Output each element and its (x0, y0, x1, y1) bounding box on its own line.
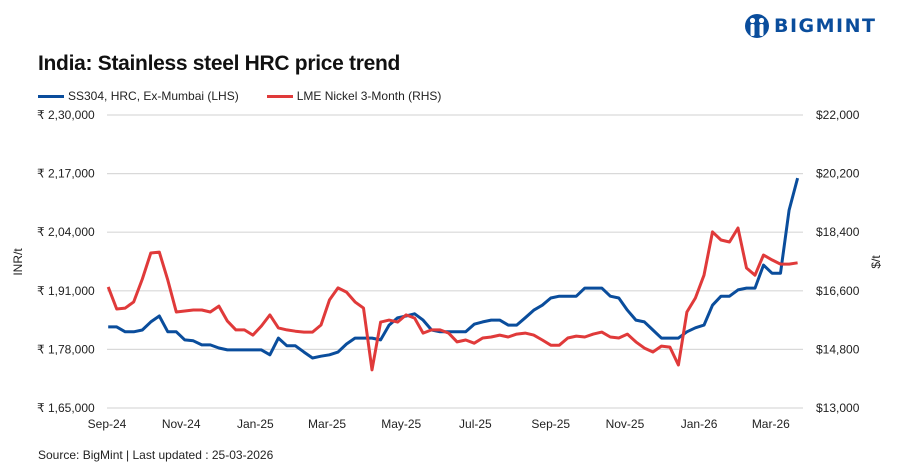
x-tick-label: Mar-26 (752, 417, 790, 431)
legend-label-lme-nickel: LME Nickel 3-Month (RHS) (296, 89, 442, 103)
y-tick-left: ₹ 1,78,000 (37, 342, 95, 356)
y-tick-right: $16,600 (816, 284, 860, 298)
legend-item-lme-nickel: LME Nickel 3-Month (RHS) (266, 89, 442, 103)
y-tick-right: $18,400 (816, 225, 860, 239)
x-tick-label: Jul-25 (459, 417, 492, 431)
y-tick-right: $14,800 (816, 342, 860, 356)
y-tick-left: ₹ 1,91,000 (37, 284, 95, 298)
x-tick-label: Nov-24 (162, 417, 201, 431)
x-tick-label: Sep-25 (531, 417, 570, 431)
y-tick-left: ₹ 2,30,000 (37, 108, 95, 122)
chart-title: India: Stainless steel HRC price trend (38, 52, 401, 75)
y-tick-right: $13,000 (816, 401, 860, 415)
legend: SS304, HRC, Ex-Mumbai (LHS) LME Nickel 3… (38, 89, 441, 103)
legend-swatch-ss304 (38, 94, 64, 98)
bigmint-logo-icon (745, 14, 769, 38)
bigmint-logo-text: BIGMINT (774, 15, 877, 37)
x-tick-label: Jan-25 (237, 417, 274, 431)
x-tick-label: Mar-25 (308, 417, 346, 431)
legend-label-ss304: SS304, HRC, Ex-Mumbai (LHS) (68, 89, 239, 103)
x-tick-label: May-25 (381, 417, 421, 431)
series-line-ss304 (108, 177, 800, 360)
y-axis-title-left: INR/t (11, 248, 25, 276)
legend-item-ss304: SS304, HRC, Ex-Mumbai (LHS) (38, 89, 239, 103)
x-tick-label: Sep-24 (88, 417, 127, 431)
y-tick-right: $22,000 (816, 108, 860, 122)
y-axis-title-right: $/t (869, 255, 883, 269)
y-tick-left: ₹ 2,04,000 (37, 225, 95, 239)
y-tick-right: $20,200 (816, 167, 860, 181)
series-line-lme-nickel (106, 226, 798, 372)
bigmint-logo: BIGMINT (744, 13, 877, 39)
x-tick-label: Jan-26 (681, 417, 718, 431)
x-tick-label: Nov-25 (606, 417, 645, 431)
source-note: Source: BigMint | Last updated : 25-03-2… (38, 448, 274, 462)
y-tick-left: ₹ 2,17,000 (37, 167, 95, 181)
legend-swatch-lme-nickel (266, 94, 293, 98)
y-tick-left: ₹ 1,65,000 (37, 401, 95, 415)
